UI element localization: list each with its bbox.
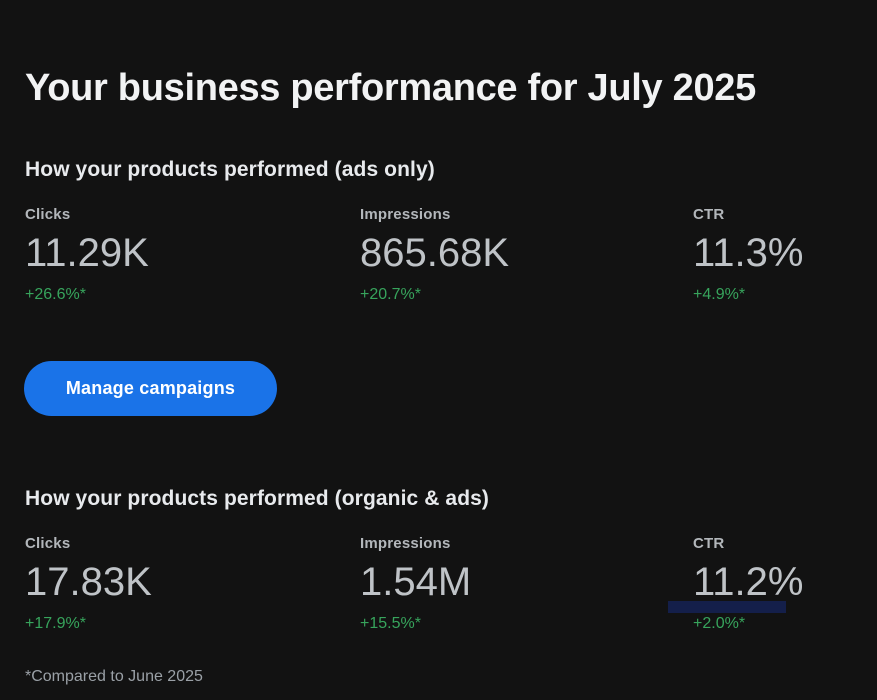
page-title: Your business performance for July 2025	[25, 67, 756, 110]
metric-delta: +15.5%*	[360, 615, 421, 632]
metric-organic-ctr: CTR 11.2% +2.0%*	[693, 534, 877, 634]
metric-ads-ctr: CTR 11.3% +4.9%*	[693, 205, 877, 305]
comparison-footnote: *Compared to June 2025	[25, 668, 203, 685]
metric-value: 11.29K	[25, 231, 149, 275]
metric-value: 1.54M	[360, 560, 472, 604]
manage-campaigns-button[interactable]: Manage campaigns	[24, 361, 277, 416]
metric-delta: +2.0%*	[693, 615, 746, 632]
metric-label: CTR	[693, 535, 725, 552]
metric-ads-impressions: Impressions 865.68K +20.7%*	[360, 205, 660, 305]
metric-label: Impressions	[360, 535, 451, 552]
metric-delta: +20.7%*	[360, 286, 421, 303]
metric-value: 11.2%	[693, 560, 804, 604]
metric-value: 865.68K	[360, 231, 510, 275]
metric-delta: +4.9%*	[693, 286, 746, 303]
section-heading-ads-only: How your products performed (ads only)	[25, 158, 435, 182]
metric-value: 17.83K	[25, 560, 152, 604]
metric-organic-clicks: Clicks 17.83K +17.9%*	[25, 534, 325, 634]
metric-delta: +17.9%*	[25, 615, 86, 632]
ctr-selection-highlight	[668, 601, 786, 613]
metric-label: Clicks	[25, 535, 71, 552]
metric-ads-clicks: Clicks 11.29K +26.6%*	[25, 205, 325, 305]
metric-delta: +26.6%*	[25, 286, 86, 303]
metric-label: Clicks	[25, 206, 71, 223]
metric-label: Impressions	[360, 206, 451, 223]
metric-label: CTR	[693, 206, 725, 223]
metric-value: 11.3%	[693, 231, 804, 275]
metric-organic-impressions: Impressions 1.54M +15.5%*	[360, 534, 660, 634]
section-heading-organic-ads: How your products performed (organic & a…	[25, 487, 490, 511]
